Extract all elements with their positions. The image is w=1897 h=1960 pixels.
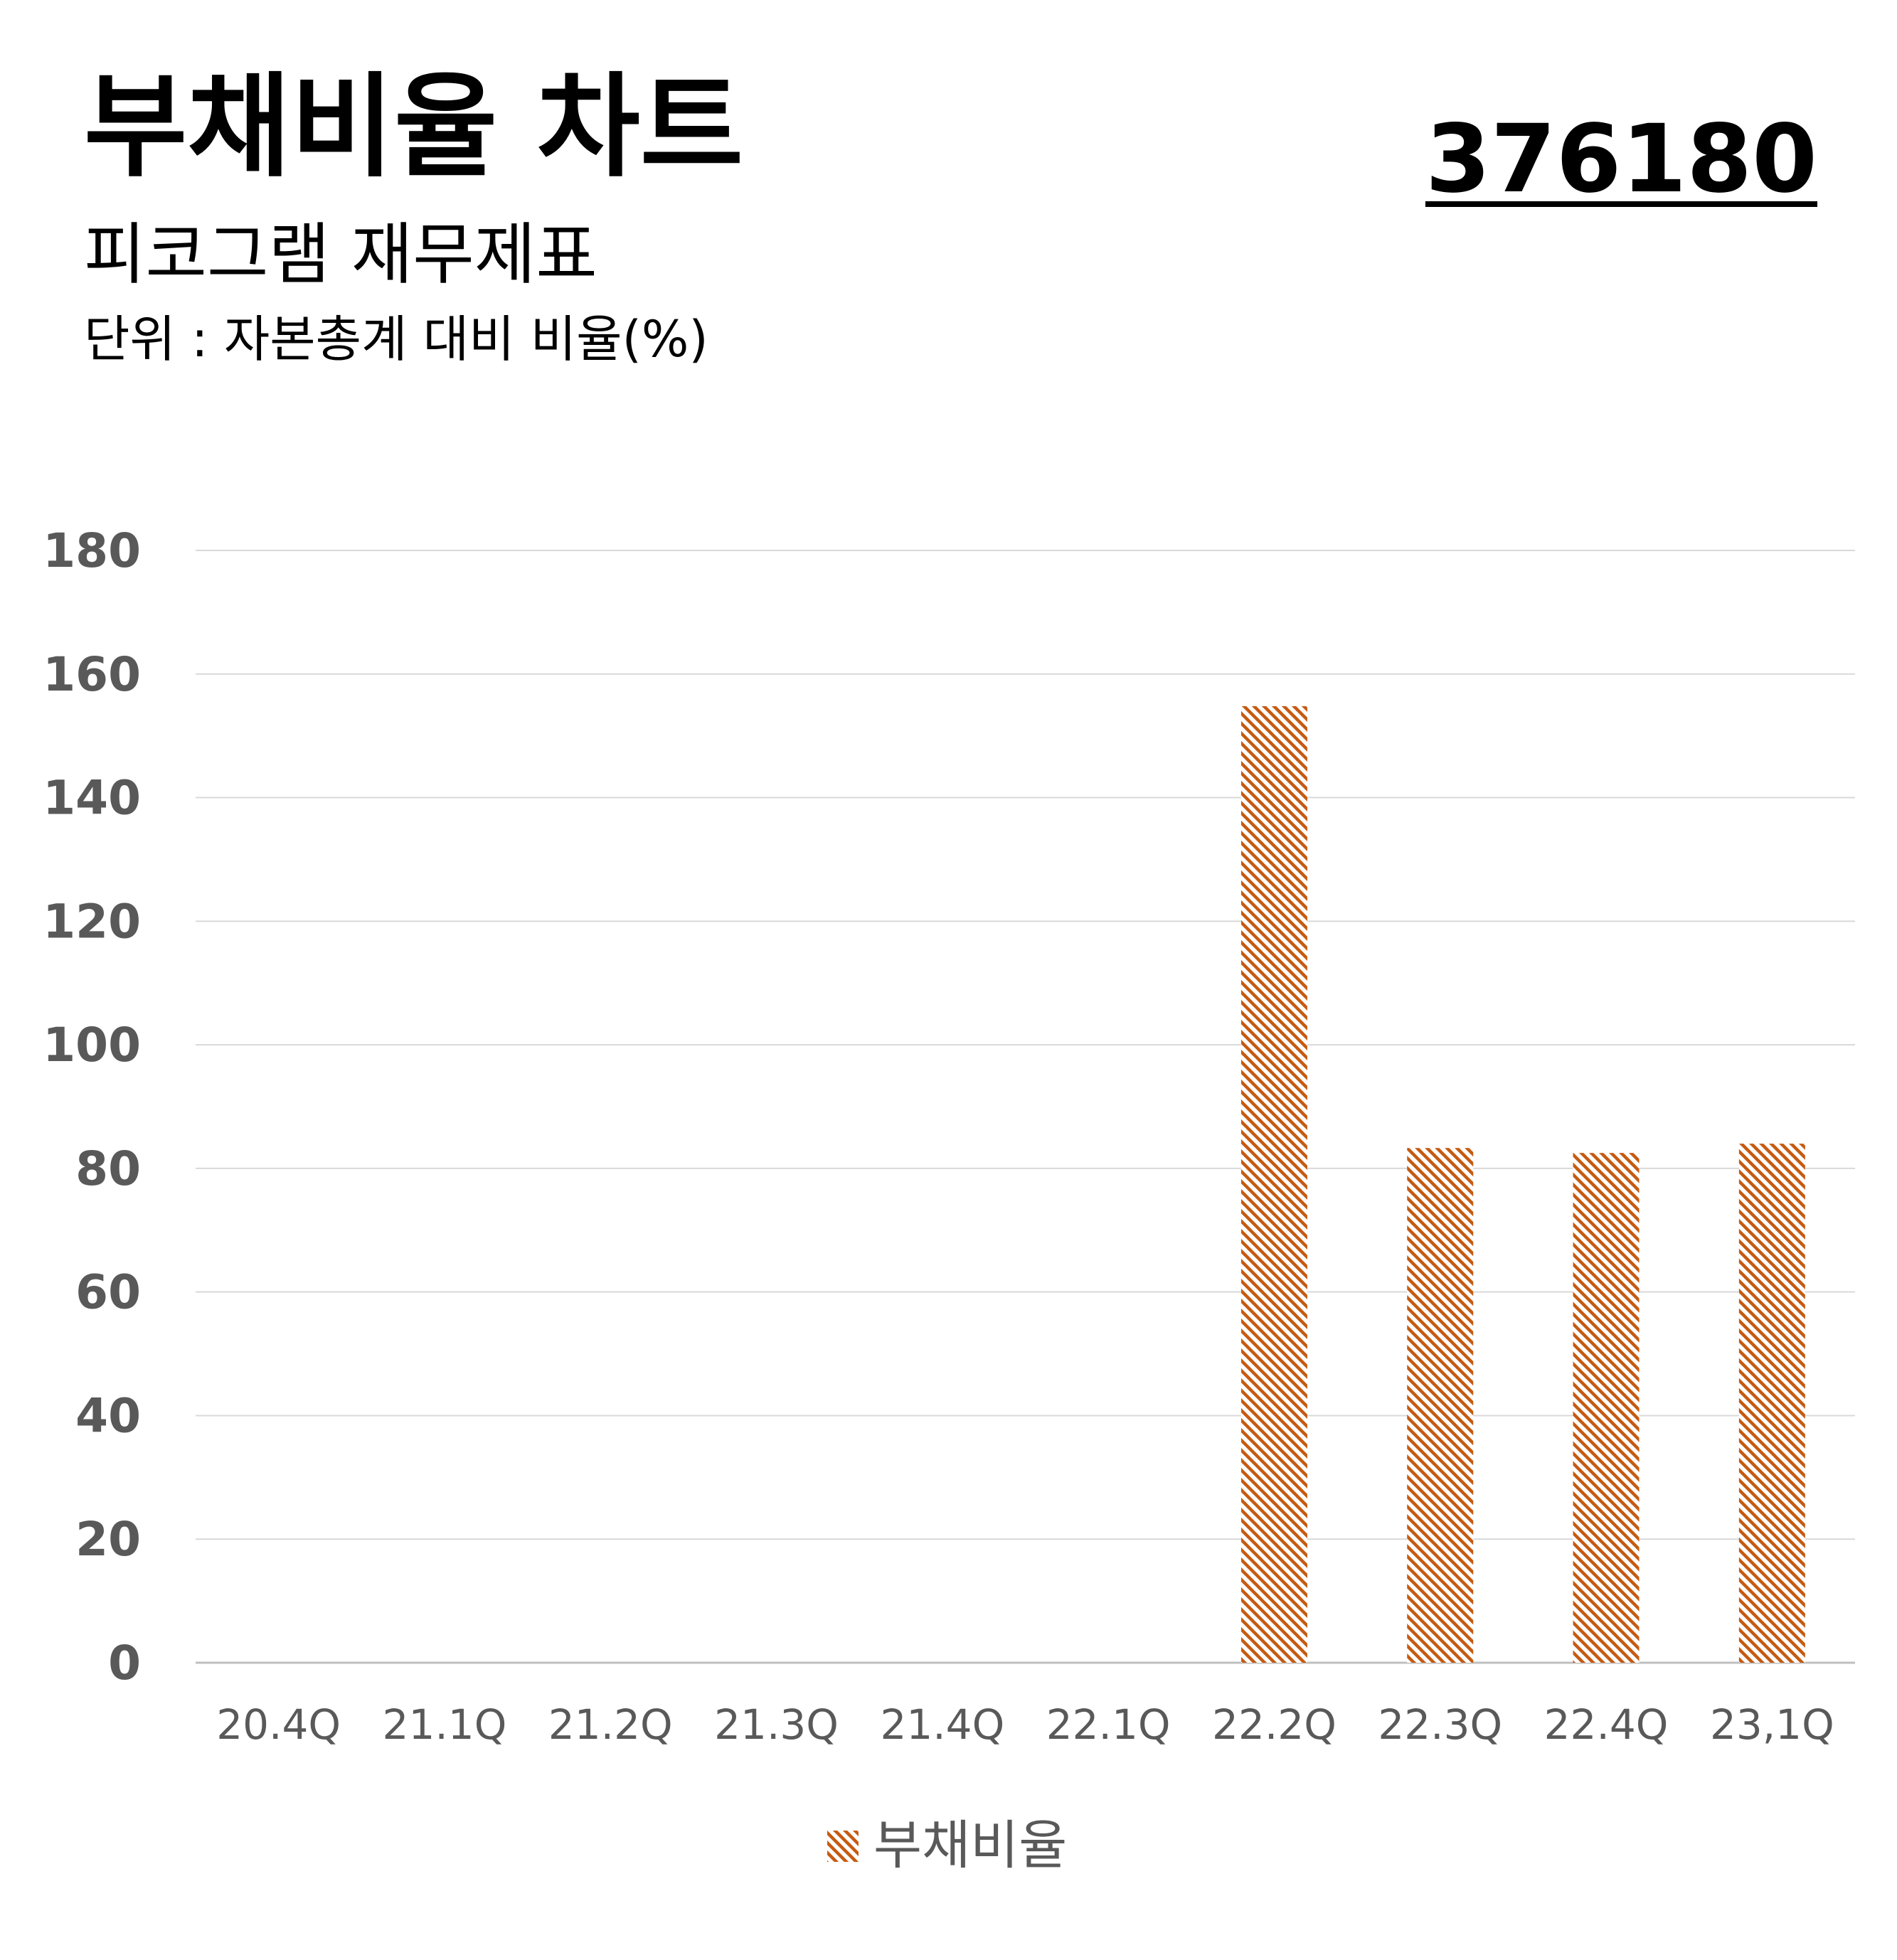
x-tick-label: 21.1Q [383,1700,507,1749]
y-tick-label: 100 [43,1018,141,1072]
x-tick-label: 20.4Q [216,1700,341,1749]
chart-title: 부채비율 차트 [84,62,744,193]
x-axis-ticks: 20.4Q 21.1Q 21.2Q 21.3Q 21.4Q 22.1Q 22.2Q 22.3Q… [216,1700,1834,1749]
y-tick-label: 20 [75,1512,141,1567]
legend: 부채비율 [827,1815,1067,1876]
x-tick-label: 21.4Q [880,1700,1004,1749]
chart-subtitle: 피코그램 재무제표 [84,216,597,294]
legend-label: 부채비율 [873,1815,1067,1876]
x-tick-label: 21.3Q [714,1700,839,1749]
y-tick-label: 80 [75,1141,141,1196]
x-tick-label: 22.3Q [1378,1700,1502,1749]
stock-code: 376180 [1425,105,1817,214]
y-tick-label: 180 [43,523,141,578]
x-tick-label: 23,1Q [1710,1700,1834,1749]
y-tick-label: 140 [43,771,141,826]
y-tick-label: 60 [75,1265,141,1320]
bar-23,1Q [1738,1144,1805,1663]
legend-swatch [827,1831,859,1862]
y-tick-label: 40 [75,1388,141,1443]
y-axis-ticks: 0 20 40 60 80 100 120 140 160 180 [43,523,141,1690]
bar-22.3Q [1407,1148,1474,1663]
y-tick-label: 120 [43,894,141,949]
bar-22.2Q [1240,705,1307,1663]
x-tick-label: 22.1Q [1046,1700,1171,1749]
unit-label: 단위 : 자본총계 대비 비율(%) [84,310,708,368]
y-tick-label: 0 [108,1636,141,1690]
bars [1240,705,1805,1663]
x-tick-label: 22.4Q [1544,1700,1669,1749]
y-tick-label: 160 [43,647,141,702]
x-tick-label: 22.2Q [1212,1700,1337,1749]
x-tick-label: 21.2Q [548,1700,673,1749]
bar-22.4Q [1573,1153,1640,1663]
